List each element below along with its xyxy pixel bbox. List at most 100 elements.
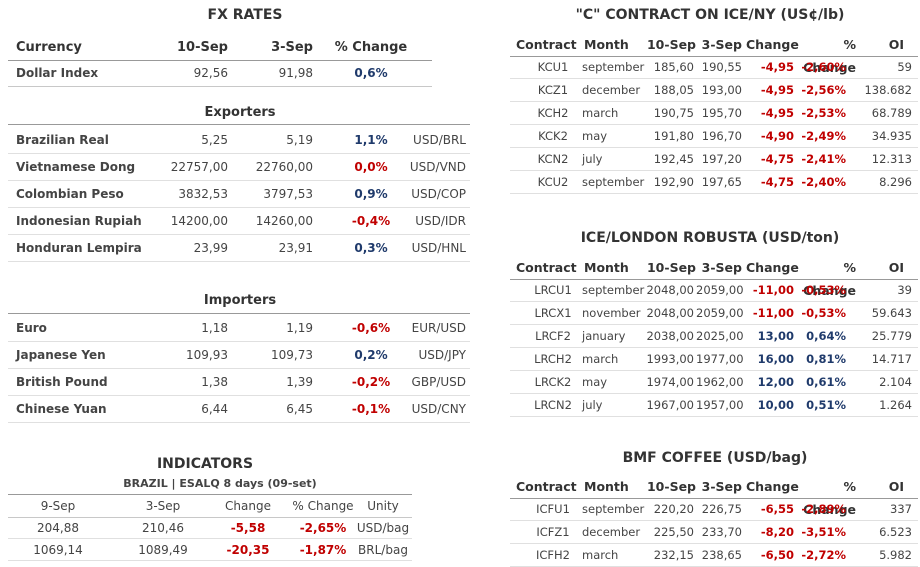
fx-value-10sep: 14200,00 xyxy=(170,214,228,228)
fx-title: FX RATES xyxy=(207,7,283,23)
fx-change: -0,2% xyxy=(351,375,391,389)
contract-code: KCN2 xyxy=(537,152,569,166)
fx-value-3sep: 5,19 xyxy=(286,133,313,147)
header-3sep: 3-Sep xyxy=(701,479,742,494)
contract-oi: 12.313 xyxy=(871,152,912,166)
contract-row: KCZ1 december 188,05 193,00 -4,95 -2,56% 138.6… xyxy=(510,79,918,102)
fx-value-3sep: 1,39 xyxy=(286,375,313,389)
fx-row: Indonesian Rupiah 14200,00 14260,00 -0,4% US… xyxy=(8,208,470,235)
fx-header-currency: Currency xyxy=(16,40,82,55)
contract-pct: -2,53% xyxy=(801,106,846,120)
contract-10sep: 192,90 xyxy=(653,175,694,189)
contract-oi: 1.264 xyxy=(879,398,912,412)
indicator-3sep: 1089,49 xyxy=(138,543,188,557)
contract-3sep: 2025,00 xyxy=(696,329,744,343)
contract-10sep: 1967,00 xyxy=(646,398,694,412)
header-10sep: 10-Sep xyxy=(646,479,696,494)
fx-unit: GBP/USD xyxy=(411,375,466,389)
fx-unit: USD/IDR xyxy=(415,214,466,228)
contract-oi: 337 xyxy=(890,502,912,516)
contract-oi: 34.935 xyxy=(871,129,912,143)
contract-month: may xyxy=(582,129,608,143)
fx-value-3sep: 22760,00 xyxy=(255,160,313,174)
contract-change: -11,00 xyxy=(752,306,794,320)
fx-dollar-change: 0,6% xyxy=(354,66,388,80)
exporters-title: Exporters xyxy=(204,105,276,120)
ind-header-pct: % Change xyxy=(292,499,354,513)
fx-value-3sep: 14260,00 xyxy=(255,214,313,228)
header-month: Month xyxy=(584,260,629,275)
contract-oi: 6.523 xyxy=(879,525,912,539)
ind-header-change: Change xyxy=(225,499,271,513)
indicators-subtitle: BRAZIL | ESALQ 8 days (09-set) xyxy=(123,477,317,490)
indicator-unit: BRL/bag xyxy=(358,543,408,557)
contract-code: KCH2 xyxy=(537,106,569,120)
fx-change: -0,6% xyxy=(351,321,391,335)
fx-unit: USD/COP xyxy=(411,187,466,201)
contract-code: ICFZ1 xyxy=(536,525,570,539)
contract-row: KCU1 september 185,60 190,55 -4,95 -2,60% 59 xyxy=(510,56,918,79)
fx-unit: USD/HNL xyxy=(411,241,466,255)
contract-pct: -2,72% xyxy=(801,548,846,562)
fx-dollar-name: Dollar Index xyxy=(16,66,99,80)
contract-oi: 25.779 xyxy=(871,329,912,343)
contract-3sep: 1977,00 xyxy=(696,352,744,366)
fx-change: -0,4% xyxy=(351,214,391,228)
contract-3sep: 1957,00 xyxy=(696,398,744,412)
fx-value-10sep: 23,99 xyxy=(193,241,228,255)
contract-code: KCK2 xyxy=(538,129,568,143)
contract-code: KCU1 xyxy=(537,60,569,74)
contract-month: december xyxy=(582,83,641,97)
fx-unit: USD/JPY xyxy=(418,348,466,362)
contract-change: -11,00 xyxy=(752,283,794,297)
bmf-table: ICFU1 september 220,20 226,75 -6,55 -2,89% 337… xyxy=(510,498,918,567)
fx-unit: USD/CNY xyxy=(411,402,466,416)
fx-header-row: Currency 10-Sep 3-Sep % Change xyxy=(8,34,432,61)
contract-month: july xyxy=(582,152,603,166)
fx-currency-name: Brazilian Real xyxy=(16,133,109,147)
contract-code: LRCN2 xyxy=(534,398,572,412)
header-pct: % Change xyxy=(803,260,856,298)
contract-3sep: 196,70 xyxy=(701,129,742,143)
header-contract: Contract xyxy=(516,260,577,275)
ind-header-9sep: 9-Sep xyxy=(40,499,76,513)
header-3sep: 3-Sep xyxy=(701,37,742,52)
fx-value-3sep: 23,91 xyxy=(278,241,313,255)
fx-change: 0,2% xyxy=(354,348,388,362)
contract-change: -4,95 xyxy=(760,106,794,120)
contract-pct: -2,60% xyxy=(801,60,846,74)
fx-currency-name: Euro xyxy=(16,321,47,335)
contract-month: march xyxy=(582,106,619,120)
contract-oi: 39 xyxy=(897,283,912,297)
header-oi: OI xyxy=(888,37,904,52)
fx-row: Chinese Yuan 6,44 6,45 -0,1% USD/CNY xyxy=(8,396,470,423)
contract-row: KCU2 september 192,90 197,65 -4,75 -2,40% 8.29… xyxy=(510,171,918,194)
header-3sep: 3-Sep xyxy=(701,260,742,275)
bmf-title: BMF COFFEE (USD/bag) xyxy=(622,450,808,466)
contract-change: -6,55 xyxy=(760,502,794,516)
header-month: Month xyxy=(584,479,629,494)
fx-value-10sep: 5,25 xyxy=(201,133,228,147)
contract-3sep: 2059,00 xyxy=(696,306,744,320)
fx-dollar-row: Dollar Index 92,56 91,98 0,6% xyxy=(8,60,432,87)
fx-value-10sep: 109,93 xyxy=(186,348,228,362)
fx-unit: USD/BRL xyxy=(413,133,466,147)
contract-month: september xyxy=(582,60,645,74)
contract-code: KCZ1 xyxy=(537,83,569,97)
indicator-change: -5,58 xyxy=(230,521,266,535)
indicator-pct: -1,87% xyxy=(299,543,347,557)
contract-10sep: 1974,00 xyxy=(646,375,694,389)
contract-pct: -2,89% xyxy=(801,502,846,516)
fx-row: Japanese Yen 109,93 109,73 0,2% USD/JPY xyxy=(8,342,470,369)
fx-value-10sep: 1,18 xyxy=(201,321,228,335)
contract-row: ICFU1 september 220,20 226,75 -6,55 -2,89% 337 xyxy=(510,498,918,521)
contract-oi: 5.982 xyxy=(879,548,912,562)
fx-row: Colombian Peso 3832,53 3797,53 0,9% USD/COP xyxy=(8,181,470,208)
contract-change: 12,00 xyxy=(757,375,794,389)
contract-row: KCK2 may 191,80 196,70 -4,90 -2,49% 34.935 xyxy=(510,125,918,148)
contract-code: KCU2 xyxy=(537,175,569,189)
contract-row: KCH2 march 190,75 195,70 -4,95 -2,53% 68.789 xyxy=(510,102,918,125)
fx-value-10sep: 22757,00 xyxy=(170,160,228,174)
header-oi: OI xyxy=(888,479,904,494)
fx-row: British Pound 1,38 1,39 -0,2% GBP/USD xyxy=(8,369,470,396)
